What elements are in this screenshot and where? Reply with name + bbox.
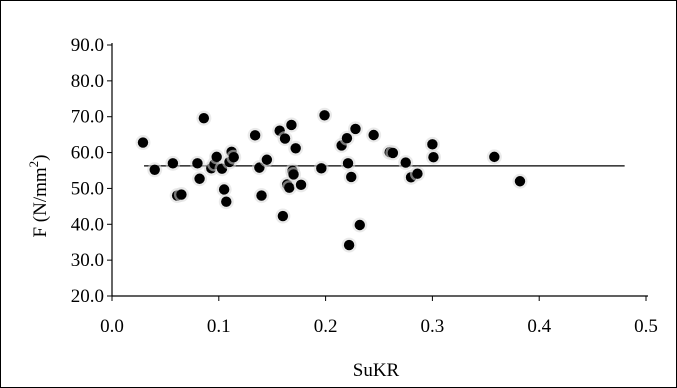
x-tick-label: 0.3: [421, 316, 445, 337]
y-tick-label: 30.0: [71, 250, 104, 271]
data-point: [343, 239, 355, 251]
data-point: [346, 171, 357, 183]
data-point: [514, 176, 526, 187]
x-tick-label: 0.4: [527, 316, 551, 337]
data-point: [211, 151, 222, 163]
data-point: [342, 158, 354, 169]
data-point: [176, 189, 187, 200]
data-point: [249, 130, 261, 141]
y-tick-label: 80.0: [71, 71, 104, 92]
y-tick-label: 70.0: [71, 107, 104, 128]
data-point: [218, 184, 230, 195]
x-tick-label: 0.0: [100, 316, 124, 337]
data-point: [290, 143, 301, 154]
data-point: [427, 139, 438, 150]
y-axis-label-main: F (N/mm: [30, 167, 51, 237]
y-axis-label: F (N/mm2): [26, 154, 51, 237]
x-tick-label: 0.2: [314, 316, 338, 337]
y-axis-label-tail: ): [30, 154, 51, 160]
data-point: [400, 157, 411, 168]
data-point: [387, 147, 399, 159]
data-point: [368, 129, 379, 141]
data-point: [192, 158, 203, 169]
y-tick-label: 90.0: [71, 35, 104, 56]
axes: [111, 43, 648, 297]
data-point: [316, 163, 327, 174]
x-tick-label: 0.1: [207, 316, 231, 337]
data-point: [149, 164, 160, 175]
y-axis-label-superscript: 2: [26, 161, 41, 168]
data-point: [354, 219, 365, 231]
y-tick-label: 60.0: [71, 143, 104, 164]
data-point: [194, 173, 205, 184]
data-point: [428, 152, 439, 163]
ticks: 20.0 30.0 40.0 50.0 60.0 70.0 80.0 90.0 0.0 0.1 0.…: [71, 35, 658, 337]
data-point: [350, 123, 361, 135]
data-point: [198, 112, 210, 124]
x-tick-label: 0.5: [634, 316, 658, 337]
data-point: [221, 196, 232, 207]
x-axis-label: SuKR: [353, 360, 400, 381]
data-point: [319, 110, 330, 121]
data-point: [288, 169, 299, 180]
data-point: [279, 133, 291, 144]
data-point: [286, 119, 297, 131]
y-tick-label: 20.0: [71, 286, 104, 307]
data-point: [228, 152, 239, 163]
data-point: [489, 151, 500, 163]
data-point: [295, 179, 307, 191]
data-point: [341, 133, 353, 144]
y-tick-label: 50.0: [71, 178, 104, 199]
data-point: [256, 190, 267, 201]
data-points: [135, 107, 528, 253]
y-tick-label: 40.0: [71, 214, 104, 235]
data-point: [284, 182, 295, 193]
data-point: [412, 168, 423, 179]
data-point: [261, 154, 273, 165]
data-point: [277, 210, 289, 222]
data-point: [137, 137, 149, 148]
data-point: [167, 158, 179, 169]
